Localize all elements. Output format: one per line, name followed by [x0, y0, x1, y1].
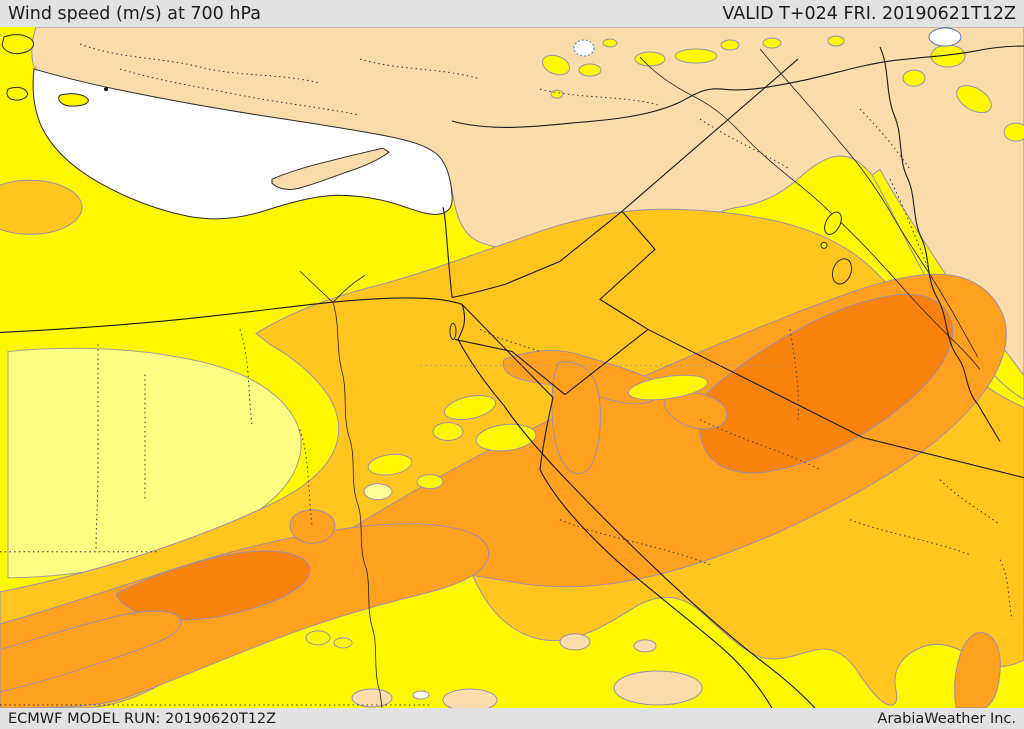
header-bar: Wind speed (m/s) at 700 hPa VALID T+024 …	[0, 0, 1024, 27]
coast-egypt-north	[0, 297, 463, 333]
coast-red-sea-east	[539, 397, 773, 708]
iraq-lakes	[820, 211, 853, 285]
amber-blob-west-sea	[0, 179, 83, 235]
map-area	[0, 27, 1024, 708]
border-iraq-iran	[879, 46, 1001, 442]
lake-nasser	[412, 690, 430, 700]
orange-finger-aqaba	[551, 361, 601, 474]
cyprus-island	[271, 147, 390, 190]
calm-sea-region	[32, 68, 453, 220]
border-saudi-jordan-south	[454, 338, 566, 395]
wind-fill-layer	[0, 27, 1024, 708]
wind-speed-contour-map	[0, 27, 1024, 708]
admin-border-layer	[0, 43, 1013, 706]
border-egypt-israel	[461, 304, 554, 398]
border-turkey-south	[451, 45, 1024, 128]
nile-river	[332, 302, 383, 708]
country-border-layer	[0, 34, 1024, 708]
tan-patches-south	[351, 633, 703, 708]
orange-blob-east-jordan	[664, 392, 728, 430]
valid-time-label: VALID T+024 FRI. 20190621T12Z	[722, 3, 1016, 24]
coast-red-sea-west	[457, 304, 816, 708]
strong-wind-core-saudi	[698, 293, 954, 474]
orange-band-bottom-left	[0, 610, 182, 693]
border-iraq-saudi	[647, 328, 1024, 479]
coast-israel	[442, 207, 453, 298]
nile-delta	[299, 271, 366, 303]
orange-blob-suez	[289, 509, 336, 544]
map-title: Wind speed (m/s) at 700 hPa	[8, 3, 261, 24]
lake-tuz	[573, 39, 595, 57]
model-run-label: ECMWF MODEL RUN: 20190620T12Z	[8, 710, 277, 727]
dead-sea	[449, 322, 457, 340]
lake-layer	[412, 27, 962, 700]
brand-label: ArabiaWeather Inc.	[877, 710, 1016, 727]
border-jordan-west	[451, 210, 623, 298]
euphrates-river	[639, 56, 981, 370]
greek-islands	[1, 34, 108, 107]
footer-bar: ECMWF MODEL RUN: 20190620T12Z ArabiaWeat…	[0, 708, 1024, 729]
border-syria-iraq	[621, 58, 799, 212]
yellow-pockets	[305, 374, 709, 649]
lake-van	[928, 27, 962, 47]
orange-band-bottom-right	[954, 632, 1001, 708]
yellow-spots-north	[541, 35, 1024, 142]
tigris-river	[759, 48, 979, 358]
border-jordan-zigzag	[564, 210, 656, 395]
